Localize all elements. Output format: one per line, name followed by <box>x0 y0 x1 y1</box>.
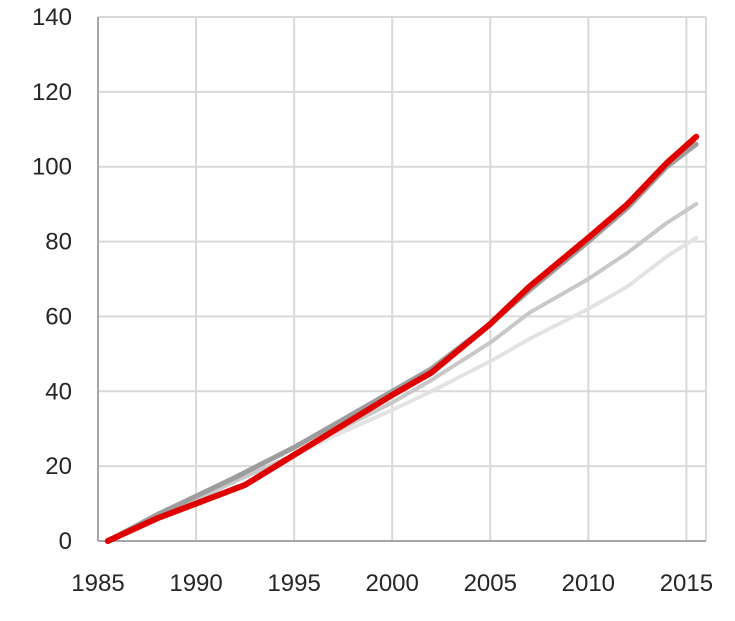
y-tick-label: 0 <box>59 528 72 555</box>
axes <box>97 17 706 542</box>
y-tick-label: 140 <box>32 4 72 31</box>
x-tick-label: 1985 <box>71 570 124 597</box>
x-tick-label: 2005 <box>464 570 517 597</box>
x-tick-label: 2000 <box>365 570 418 597</box>
series-line-4 <box>104 133 700 544</box>
x-tick-label: 1990 <box>169 570 222 597</box>
y-tick-label: 120 <box>32 79 72 106</box>
x-tick-label: 1995 <box>267 570 320 597</box>
series-line-2 <box>105 202 699 543</box>
tick-labels: 0 20 40 60 80 100 120 140 1985 1990 1995 2000 2005 20… <box>32 4 713 597</box>
y-tick-label: 20 <box>45 453 72 480</box>
x-tick-label: 2010 <box>562 570 615 597</box>
y-tick-label: 80 <box>45 229 72 256</box>
x-tick-label: 2015 <box>660 570 713 597</box>
y-tick-label: 40 <box>45 378 72 405</box>
y-tick-label: 60 <box>45 303 72 330</box>
y-tick-label: 100 <box>32 154 72 181</box>
series-group <box>104 133 700 544</box>
